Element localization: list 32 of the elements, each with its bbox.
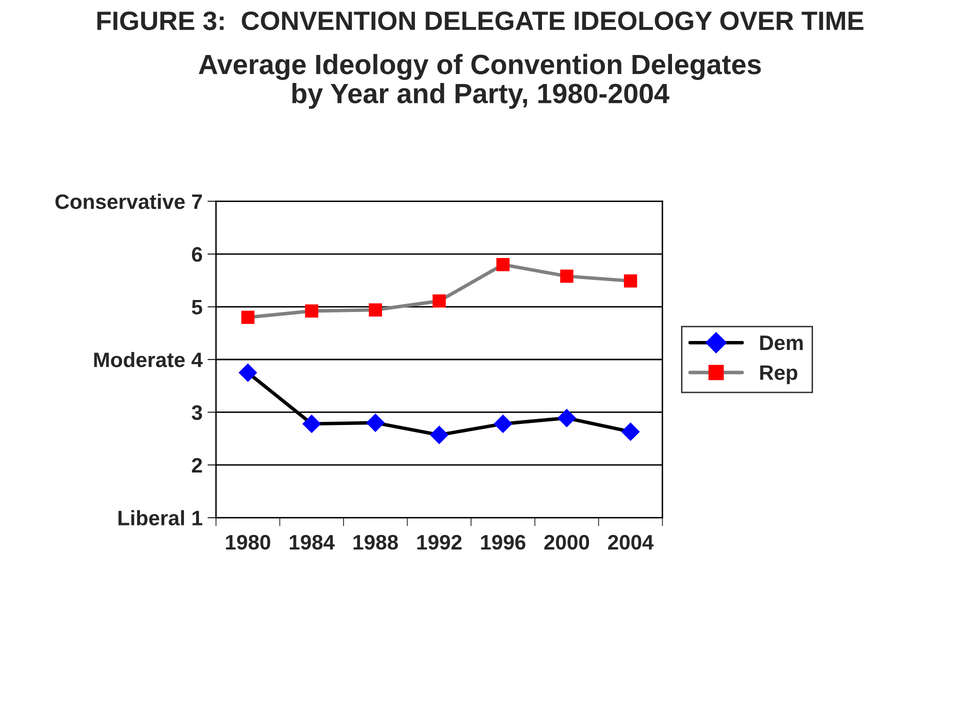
- y-tick-label: 6: [192, 247, 202, 262]
- point: [241, 310, 254, 324]
- x-tick-label: 1984: [290, 534, 335, 550]
- point: [494, 414, 512, 434]
- point: [560, 270, 574, 283]
- x-tick-label: 1980: [226, 534, 270, 550]
- y-tick-label: 5: [192, 300, 202, 315]
- chart-title: FIGURE 3: CONVENTION DELEGATE IDEOLOGY OVER TIME: [97, 11, 864, 30]
- x-tick-label: 1988: [354, 534, 398, 550]
- point: [621, 422, 640, 442]
- point: [557, 408, 576, 428]
- point: [432, 294, 446, 308]
- point: [368, 303, 382, 317]
- y-tick-label: 3: [192, 405, 202, 420]
- point: [496, 258, 510, 272]
- point: [302, 414, 321, 434]
- x-tick-label: 1992: [417, 534, 462, 550]
- x-tick-label: 2000: [544, 534, 590, 550]
- y-tick-label: 2: [192, 458, 202, 472]
- x-tick-label: 2004: [608, 534, 654, 550]
- point: [430, 426, 449, 444]
- point: [238, 363, 258, 382]
- legend-label: Rep: [760, 365, 798, 384]
- point: [305, 304, 318, 318]
- y-tick-label: Liberal 1: [118, 510, 202, 526]
- point: [366, 413, 385, 432]
- legend-label: Dem: [760, 336, 803, 350]
- y-tick-label: Moderate 4: [94, 352, 203, 368]
- point: [624, 274, 638, 288]
- chart-subtitle: Average Ideology of Convention Delegates by Year and Party, 1980-2004: [198, 54, 761, 109]
- x-tick-label: 1996: [481, 534, 526, 550]
- y-tick-label: Conservative 7: [55, 194, 202, 210]
